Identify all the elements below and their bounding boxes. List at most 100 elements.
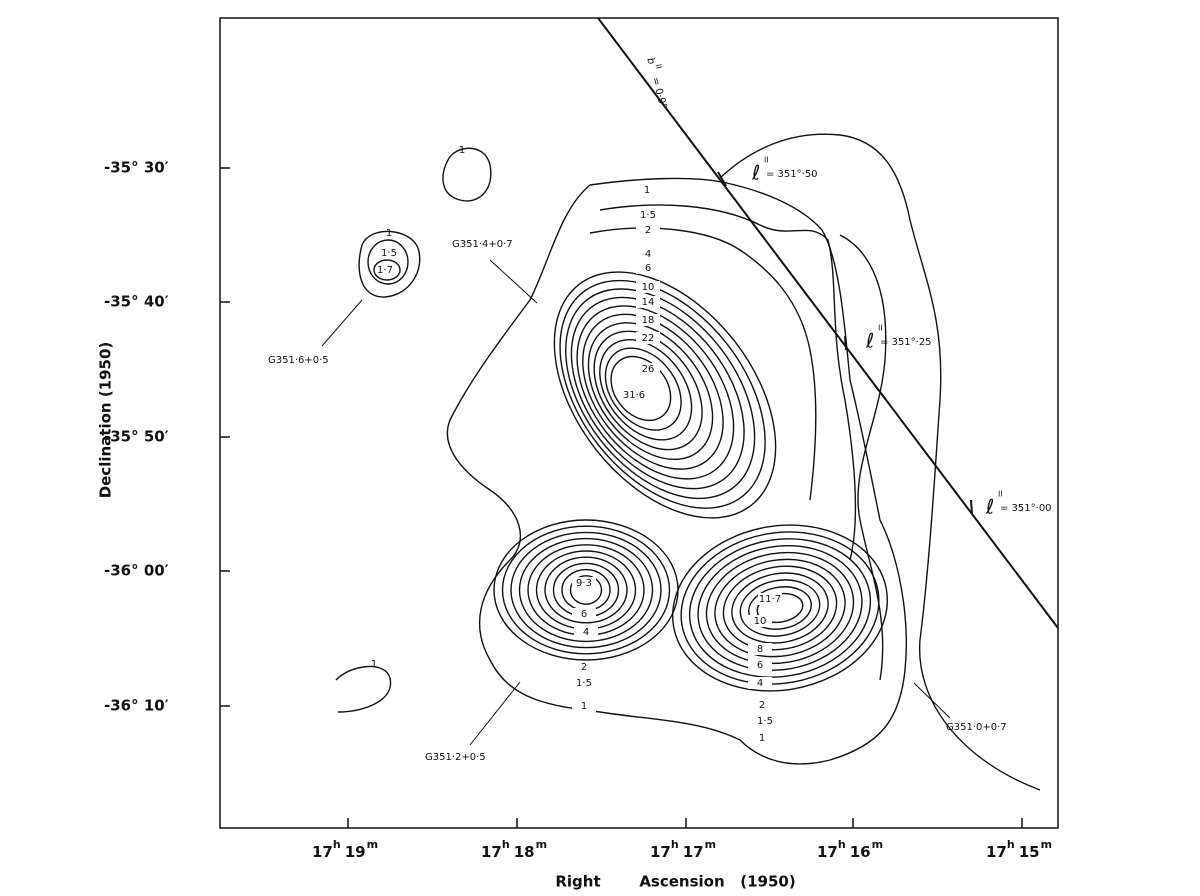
x-tick-part: 16 bbox=[850, 843, 871, 861]
label-mask bbox=[572, 700, 596, 712]
contour-label: 10 bbox=[642, 282, 655, 293]
pointer bbox=[913, 682, 951, 719]
contour bbox=[688, 538, 872, 678]
x-tick-part: m bbox=[705, 838, 716, 851]
source-label: G351·0+0·7 bbox=[946, 722, 1007, 733]
x-tick-part: 17 bbox=[817, 843, 838, 861]
contour bbox=[610, 355, 672, 422]
label-mask bbox=[574, 626, 598, 638]
contour-label: 4 bbox=[645, 249, 651, 260]
contour bbox=[587, 322, 714, 461]
contour bbox=[582, 313, 724, 470]
contour-label: 1·5 bbox=[381, 248, 397, 259]
contour bbox=[680, 531, 880, 685]
contour-label: 1·5 bbox=[757, 716, 773, 727]
contour-label: 6 bbox=[645, 263, 651, 274]
contour bbox=[358, 230, 421, 298]
label-mask bbox=[635, 184, 659, 196]
x-tick-label: 17h 19m bbox=[312, 838, 378, 861]
value: = 351°·25 bbox=[880, 337, 932, 348]
galactic-line bbox=[597, 17, 1059, 629]
pointer bbox=[489, 259, 538, 304]
symbol: ℓ bbox=[865, 329, 874, 353]
contour bbox=[697, 544, 863, 672]
contour bbox=[367, 239, 409, 285]
label-mask bbox=[748, 643, 772, 655]
contour-label: 6 bbox=[581, 609, 587, 620]
x-tick-part: m bbox=[872, 838, 883, 851]
contour bbox=[335, 665, 392, 713]
contour bbox=[565, 288, 756, 500]
x-tick-part: 15 bbox=[1019, 843, 1040, 861]
x-tick-part: 17 bbox=[312, 843, 333, 861]
x-tick-part: 17 bbox=[481, 843, 502, 861]
contour-label: 11·7 bbox=[759, 594, 781, 605]
contour-label: 1·5 bbox=[640, 210, 656, 221]
contour-label: 1 bbox=[371, 659, 377, 670]
contour bbox=[569, 575, 603, 605]
label-mask bbox=[636, 281, 660, 293]
label-mask bbox=[572, 608, 596, 620]
label-mask bbox=[622, 389, 646, 401]
contour bbox=[559, 279, 766, 509]
label-mask bbox=[748, 659, 772, 671]
contour-label: 1 bbox=[644, 185, 650, 196]
galactic-tick bbox=[844, 335, 847, 351]
contour bbox=[593, 330, 703, 451]
x-tick-part: 17 bbox=[986, 843, 1007, 861]
y-tick-label: -35° 30′ bbox=[104, 159, 169, 177]
plot-frame bbox=[219, 17, 1059, 829]
label-mask bbox=[750, 699, 774, 711]
contour-label: 1 bbox=[386, 228, 392, 239]
contour bbox=[589, 227, 817, 501]
x-tick-part: h bbox=[671, 838, 679, 851]
contour bbox=[714, 558, 846, 658]
y-tick-label: -36° 00′ bbox=[104, 562, 169, 580]
galactic-tick bbox=[717, 171, 727, 187]
contour bbox=[599, 339, 693, 441]
y-tick-label: -36° 10′ bbox=[104, 697, 169, 715]
source-label: G351·4+0·7 bbox=[452, 239, 513, 250]
contour-label: 4 bbox=[583, 627, 589, 638]
contour bbox=[510, 531, 662, 649]
latitude-label: b II = 0·9° bbox=[644, 57, 668, 111]
label-mask bbox=[572, 677, 596, 689]
contour bbox=[446, 177, 907, 765]
label-mask bbox=[636, 332, 660, 344]
galactic-tick bbox=[970, 499, 973, 515]
contour-label: 22 bbox=[642, 333, 655, 344]
contour-label: 26 bbox=[642, 364, 655, 375]
contour-label: 14 bbox=[642, 297, 655, 308]
x-tick-label: 17h 16m bbox=[817, 838, 883, 861]
contour-label: 6 bbox=[757, 660, 763, 671]
contour bbox=[544, 556, 628, 624]
contour bbox=[373, 259, 401, 281]
contour-label: 9·3 bbox=[576, 578, 592, 589]
contour-label: 8 bbox=[757, 644, 763, 655]
contours bbox=[321, 17, 1059, 791]
x-axis-label: Ascension bbox=[639, 873, 724, 891]
x-tick-label: 17h 18m bbox=[481, 838, 547, 861]
x-tick-part: 17 bbox=[650, 843, 671, 861]
value: = 351°·50 bbox=[766, 169, 818, 180]
x-tick-part: h bbox=[502, 838, 510, 851]
source-label: G351·2+0·5 bbox=[425, 752, 486, 763]
contour bbox=[501, 525, 671, 655]
superscript: II bbox=[764, 156, 769, 165]
superscript: II bbox=[998, 490, 1003, 499]
symbol: ℓ bbox=[751, 161, 760, 185]
superscript: II bbox=[654, 63, 664, 70]
contour bbox=[553, 271, 777, 519]
source-label: G351·6+0·5 bbox=[268, 355, 329, 366]
x-tick-part: h bbox=[333, 838, 341, 851]
label-mask bbox=[748, 615, 772, 627]
contour bbox=[719, 133, 1041, 791]
label-mask bbox=[572, 661, 596, 673]
x-tick-label: 17h 15m bbox=[986, 838, 1052, 861]
contour bbox=[739, 579, 821, 637]
contour bbox=[722, 565, 838, 651]
contour bbox=[705, 551, 855, 665]
contour-label: 1 bbox=[759, 733, 765, 744]
contour bbox=[576, 305, 735, 480]
